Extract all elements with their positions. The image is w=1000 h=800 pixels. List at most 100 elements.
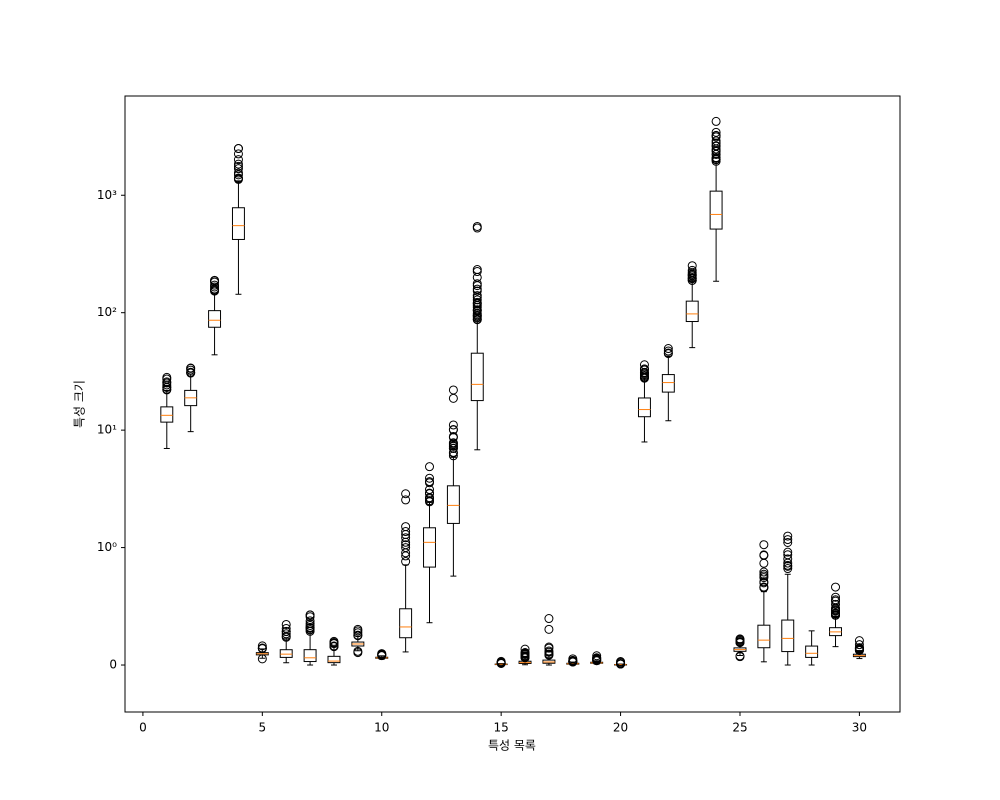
flier [711,141,721,151]
flier [759,569,769,579]
flier [448,385,458,395]
flier [401,540,411,550]
flier [353,630,363,640]
flier [759,550,769,560]
flier [639,364,649,374]
flier [472,291,482,301]
flier [233,149,243,159]
flier [544,642,554,652]
flier [233,143,243,153]
flier [281,619,291,629]
x-tick-label: 15 [494,721,509,735]
flier [425,473,435,483]
flier [329,636,339,646]
flier [401,495,411,505]
box [208,310,222,328]
flier [568,654,578,664]
flier [783,550,793,560]
flier [544,614,554,624]
flier [520,644,530,654]
flier [711,127,721,137]
flier [854,643,864,653]
flier [759,582,769,592]
flier [687,261,697,271]
flier [210,280,220,290]
flier [472,295,482,305]
y-tick-label: 10⁰ [97,540,117,554]
x-tick-label: 25 [732,721,747,735]
flier [210,275,220,285]
box [661,374,675,393]
flier [472,221,482,231]
flier [759,567,769,577]
flier [616,657,626,667]
box [805,645,819,658]
flier [305,610,315,620]
flier [448,431,458,441]
flier [186,363,196,373]
flier [377,649,387,659]
flier [162,372,172,382]
flier [448,420,458,430]
flier [783,535,793,545]
x-tick-label: 5 [259,721,267,735]
box [279,649,293,658]
flier [257,654,267,664]
flier [162,377,172,387]
box [423,527,436,568]
flier [401,527,411,537]
flier [401,533,411,543]
flier [472,284,482,294]
flier [401,522,411,532]
flier [401,489,411,499]
flier [735,634,745,644]
flier [783,564,793,574]
flier [401,557,411,567]
flier [329,641,339,651]
box [446,485,460,524]
flier [305,619,315,629]
flier [711,153,721,163]
flier [831,592,841,602]
flier [257,643,267,653]
flier [544,646,554,656]
flier [233,159,243,169]
flier [233,164,243,174]
flier [759,540,769,550]
box [399,608,413,639]
box [470,352,484,402]
flier [186,367,196,377]
flier [759,577,769,587]
flier [687,265,697,275]
flier [520,648,530,658]
flier [472,279,482,289]
flier [425,488,435,498]
y-axis-label: 특성 크기 [73,380,87,428]
flier [281,623,291,633]
flier [353,646,363,656]
flier [663,346,673,356]
flier [472,265,482,275]
x-tick-label: 10 [374,721,389,735]
flier [783,547,793,557]
x-tick-label: 0 [139,721,147,735]
flier [472,297,482,307]
flier [783,560,793,570]
x-tick-label: 20 [613,721,628,735]
box [303,649,317,663]
flier [854,640,864,650]
y-tick-label: 10³ [97,188,117,202]
flier [233,155,243,165]
flier [663,344,673,354]
flier [735,651,745,661]
plot-frame [124,95,901,713]
box [231,207,245,240]
flier [233,161,243,171]
y-tick-label: 0 [109,658,117,672]
flier [831,599,841,609]
box [781,619,795,653]
flier [448,438,458,448]
flier [496,656,506,666]
